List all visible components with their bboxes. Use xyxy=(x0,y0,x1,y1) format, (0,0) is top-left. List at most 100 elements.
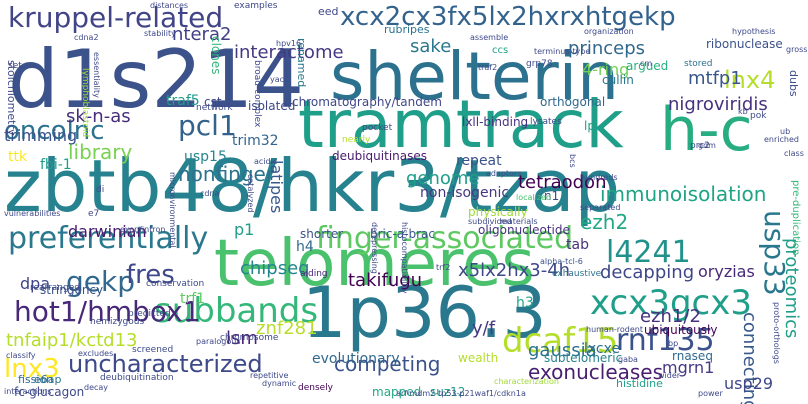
cloud-word: trf1 xyxy=(180,291,206,307)
cloud-word: kb xyxy=(738,107,748,116)
cloud-word: pcl1 xyxy=(178,109,237,142)
cloud-word: adaptors xyxy=(486,169,522,178)
cloud-word: lnx3 xyxy=(4,354,60,384)
cloud-word: 4-ring xyxy=(582,60,630,79)
cloud-word: ccs xyxy=(492,45,509,56)
cloud-word: gdm xyxy=(698,141,716,150)
cloud-word: lysates xyxy=(530,117,562,127)
cloud-word: sk-n-as xyxy=(66,106,131,127)
cloud-word: densely xyxy=(298,383,334,393)
cloud-word: human-rodent xyxy=(586,325,644,334)
cloud-word: separated xyxy=(580,203,621,212)
cloud-word: d1s214 xyxy=(8,33,305,126)
cloud-word: cdna2 xyxy=(74,33,99,42)
cloud-word: chromosome xyxy=(220,333,279,343)
cloud-word: set xyxy=(8,61,22,71)
cloud-word: prc2 xyxy=(690,141,710,151)
cloud-word: exonucleases xyxy=(528,360,664,384)
cloud-word: subbands xyxy=(154,291,319,331)
cloud-word: wealth xyxy=(458,351,499,365)
cloud-word: xcx3gcx3 xyxy=(590,283,752,323)
cloud-word: stored xyxy=(684,59,713,69)
cloud-word: cdna xyxy=(200,189,220,198)
cloud-word: cm xyxy=(640,59,653,68)
cloud-word: pocket xyxy=(362,123,393,133)
cloud-word: immunoisolation xyxy=(600,182,767,206)
cloud-word: repeat xyxy=(456,153,502,169)
cloud-word: y/f xyxy=(472,318,496,339)
cloud-word: decay xyxy=(84,383,109,392)
cloud-word: hpv16 xyxy=(276,39,302,48)
cloud-word: princeps xyxy=(568,38,646,59)
cloud-word: power xyxy=(698,389,723,398)
cloud-word: subdivided xyxy=(468,217,512,226)
cloud-word: renamed xyxy=(295,38,308,88)
cloud-word: bric-a-brac xyxy=(370,227,435,241)
cloud-word: cst xyxy=(204,95,222,109)
cloud-word: tramtrack xyxy=(298,86,624,163)
cloud-word: trf2 xyxy=(436,263,451,272)
cloud-word: mgrn1 xyxy=(662,358,715,377)
cloud-word: wider xyxy=(658,371,681,380)
cloud-word: proto-orthologs xyxy=(772,302,781,364)
cloud-word: repetitive xyxy=(250,371,289,380)
cloud-word: tab xyxy=(566,237,589,253)
cloud-word: broad-complex xyxy=(252,60,262,128)
cloud-word: p1 xyxy=(234,220,255,239)
cloud-word: ub xyxy=(780,127,791,136)
cloud-word: gaussia xyxy=(528,340,597,361)
cloud-word: library xyxy=(68,140,133,164)
cloud-word: mtfp1 xyxy=(688,68,742,89)
cloud-word: mapped xyxy=(372,385,422,399)
cloud-word: h3 xyxy=(516,295,534,311)
cloud-word: shelterin xyxy=(330,38,619,115)
cloud-word: class xyxy=(784,149,804,158)
cloud-word: telomeres xyxy=(214,227,535,301)
cloud-word: rnf135 xyxy=(616,323,715,358)
cloud-word: chromatography/tandem xyxy=(292,95,442,109)
cloud-word: ttk xyxy=(8,149,28,165)
cloud-word: distances xyxy=(150,1,189,10)
cloud-word: lsm xyxy=(226,328,258,349)
cloud-word: dynamic xyxy=(262,379,297,388)
cloud-word: excludes xyxy=(78,349,114,358)
cloud-word: decapping xyxy=(600,262,695,283)
cloud-word: lymphoblastoid xyxy=(80,68,90,138)
cloud-word: genome xyxy=(406,168,480,189)
cloud-word: catalyzed xyxy=(246,174,255,213)
cloud-word: suz12 xyxy=(430,385,466,399)
cloud-word: bcs xyxy=(568,154,577,168)
cloud-word: isolated xyxy=(248,99,296,113)
cloud-word: shorter xyxy=(300,227,344,241)
cloud-word: stringency xyxy=(40,283,104,297)
cloud-word: darwinian xyxy=(68,222,147,241)
cloud-word: gaba xyxy=(618,355,638,364)
cloud-word: orthogonal xyxy=(540,95,606,109)
cloud-word: dpa xyxy=(20,274,51,293)
cloud-word: ezh1/2 xyxy=(640,306,701,327)
cloud-word: nigroviridis xyxy=(668,94,768,115)
cloud-word: trimming xyxy=(4,126,78,145)
cloud-word: nonfinger xyxy=(178,162,275,186)
cloud-word: bp xyxy=(668,339,679,348)
cloud-word: evolutionary xyxy=(312,351,400,367)
cloud-word: finger-associated xyxy=(316,221,574,256)
cloud-word: hot1/hmbox1 xyxy=(14,295,201,328)
cloud-word: nearly xyxy=(342,135,371,145)
cloud-word: deubiquitinases xyxy=(332,149,427,163)
cloud-word: argued xyxy=(626,59,669,73)
cloud-word: histidine xyxy=(616,377,663,390)
cloud-word: traf2 xyxy=(478,63,498,72)
cloud-word: fres xyxy=(126,260,175,290)
cloud-word: latipes xyxy=(267,160,286,214)
cloud-word: interactome xyxy=(234,42,344,63)
cloud-word: dcaf15 xyxy=(502,321,619,361)
cloud-word: deubiquitination xyxy=(100,373,174,383)
cloud-word: fbi-1 xyxy=(40,157,72,173)
cloud-word: di xyxy=(96,185,105,195)
cloud-word: hundreds xyxy=(580,173,618,182)
cloud-word: fission xyxy=(18,373,54,386)
cloud-word: preferentially xyxy=(8,221,209,256)
cloud-word: lnx4 xyxy=(724,66,776,94)
